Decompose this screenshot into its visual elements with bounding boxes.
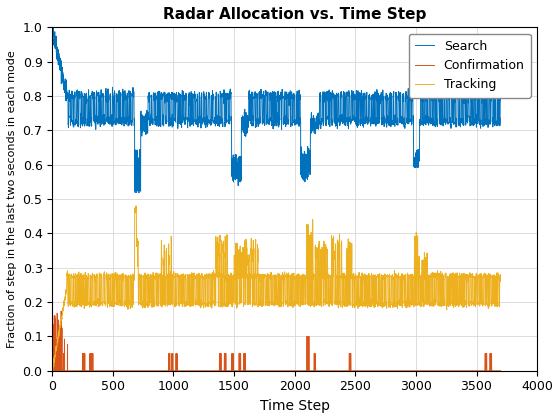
Tracking	[211, 302, 218, 307]
Search	[284, 118, 291, 123]
Search	[49, 25, 55, 30]
Search	[338, 92, 345, 97]
Confirmation	[60, 351, 67, 356]
Confirmation	[430, 368, 437, 373]
Confirmation	[284, 368, 291, 373]
Tracking	[133, 203, 139, 208]
Search	[60, 81, 67, 87]
Search	[136, 190, 142, 195]
Confirmation	[338, 368, 345, 373]
Tracking	[60, 305, 67, 310]
Search	[497, 94, 504, 100]
Confirmation	[481, 368, 488, 373]
Tracking	[430, 300, 437, 305]
Tracking	[497, 274, 504, 279]
Tracking	[49, 366, 55, 371]
Tracking	[49, 368, 56, 373]
X-axis label: Time Step: Time Step	[260, 399, 330, 413]
Confirmation	[211, 368, 218, 373]
Tracking	[284, 301, 291, 306]
Title: Radar Allocation vs. Time Step: Radar Allocation vs. Time Step	[163, 7, 426, 22]
Legend: Search, Confirmation, Tracking: Search, Confirmation, Tracking	[409, 34, 531, 97]
Search	[430, 95, 437, 100]
Line: Tracking: Tracking	[52, 206, 501, 370]
Confirmation	[497, 368, 504, 373]
Search	[481, 123, 488, 128]
Line: Search: Search	[52, 27, 501, 193]
Line: Confirmation: Confirmation	[52, 311, 501, 371]
Search	[211, 121, 218, 126]
Confirmation	[49, 368, 55, 373]
Y-axis label: Fraction of step in the last two seconds in each mode: Fraction of step in the last two seconds…	[7, 50, 17, 348]
Tracking	[338, 269, 345, 274]
Confirmation	[58, 309, 64, 314]
Tracking	[481, 275, 488, 280]
